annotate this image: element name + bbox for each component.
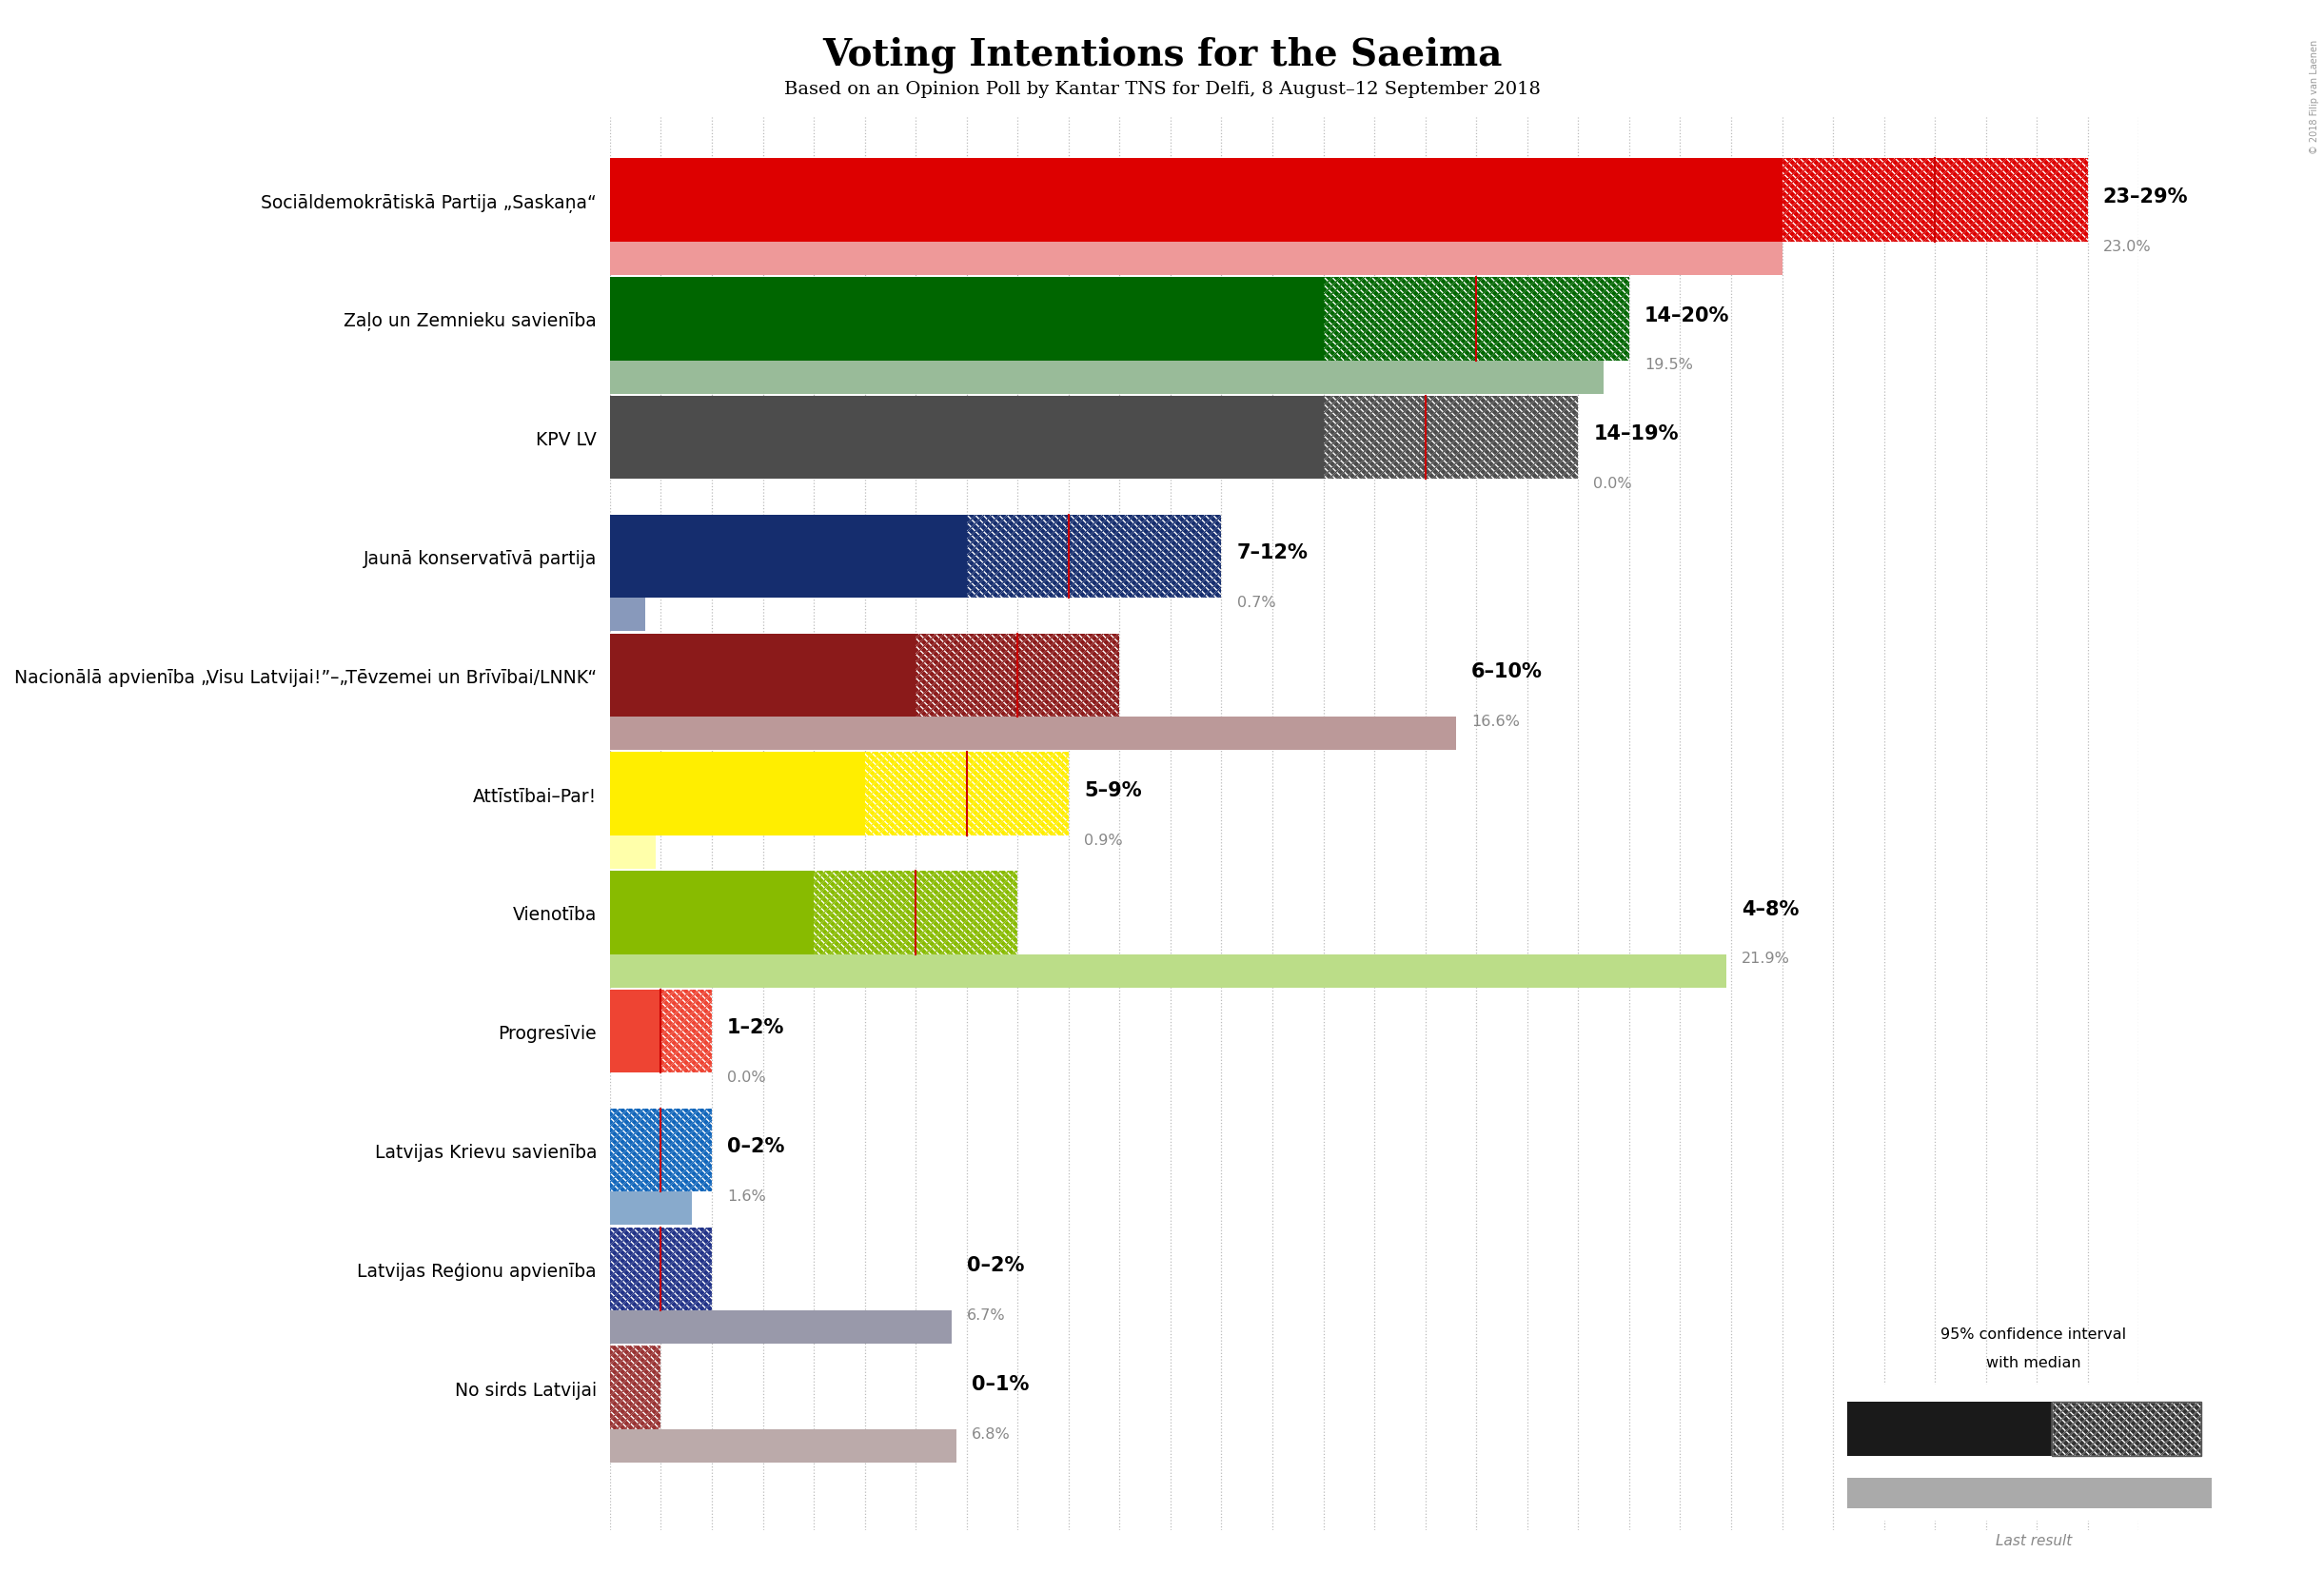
Bar (609, 396, 1322, 479)
Bar (609, 990, 660, 1073)
Text: 14–20%: 14–20% (1645, 306, 1729, 325)
Bar (967, 516, 1222, 599)
Text: 0–1%: 0–1% (971, 1374, 1030, 1393)
Bar (865, 753, 1069, 836)
Bar (609, 599, 646, 632)
Text: 1.6%: 1.6% (727, 1189, 767, 1204)
Text: 21.9%: 21.9% (1741, 952, 1789, 966)
Bar (2052, 1403, 2201, 1457)
Bar (2052, 1403, 2201, 1457)
Bar (1848, 1403, 2052, 1457)
Text: 6–10%: 6–10% (1471, 662, 1543, 681)
Bar (609, 954, 1727, 987)
Text: 23.0%: 23.0% (2103, 239, 2152, 253)
Text: 6.7%: 6.7% (967, 1307, 1006, 1321)
Bar (916, 634, 1120, 716)
Bar (660, 990, 711, 1073)
Bar (660, 990, 711, 1073)
Text: 0.9%: 0.9% (1083, 833, 1122, 847)
Bar (609, 634, 916, 716)
Bar (865, 753, 1069, 836)
Bar (1322, 279, 1629, 361)
Bar (916, 634, 1120, 716)
Text: 4–8%: 4–8% (1741, 899, 1799, 919)
Bar (609, 1345, 660, 1430)
Text: 7–12%: 7–12% (1236, 543, 1308, 562)
Text: 6.8%: 6.8% (971, 1426, 1011, 1441)
Bar (1322, 396, 1578, 479)
Bar (609, 516, 967, 599)
Bar (916, 634, 1120, 716)
Bar (609, 279, 1322, 361)
Bar (609, 1227, 711, 1310)
Bar (609, 716, 1455, 750)
Bar (609, 753, 865, 836)
Text: 23–29%: 23–29% (2103, 188, 2189, 207)
Text: 16.6%: 16.6% (1471, 715, 1520, 728)
Bar (609, 1227, 711, 1310)
Text: © 2018 Filip van Laenen: © 2018 Filip van Laenen (2310, 40, 2319, 154)
Bar (609, 1108, 711, 1192)
Bar (609, 1192, 693, 1224)
Bar (813, 871, 1018, 954)
Text: 0–2%: 0–2% (727, 1137, 786, 1156)
Text: 5–9%: 5–9% (1083, 780, 1141, 799)
Bar (609, 871, 813, 954)
Text: 0.7%: 0.7% (1236, 595, 1276, 610)
Bar (609, 159, 1783, 242)
Bar (609, 1345, 660, 1430)
Bar (609, 836, 655, 869)
Bar (813, 871, 1018, 954)
Bar (609, 1108, 711, 1192)
Bar (967, 516, 1222, 599)
Text: 95% confidence interval: 95% confidence interval (1941, 1326, 2126, 1340)
Text: 19.5%: 19.5% (1645, 358, 1692, 373)
Bar (609, 1310, 951, 1344)
Bar (609, 1227, 711, 1310)
Bar (1848, 1477, 2212, 1509)
Bar (609, 242, 1783, 275)
Text: Last result: Last result (1996, 1533, 2071, 1547)
Bar (609, 1108, 711, 1192)
Text: 0–2%: 0–2% (967, 1254, 1025, 1274)
Bar (1783, 159, 2087, 242)
Text: with median: with median (1987, 1355, 2080, 1369)
Bar (1322, 279, 1629, 361)
Bar (1322, 396, 1578, 479)
Text: 14–19%: 14–19% (1594, 425, 1678, 444)
Text: 1–2%: 1–2% (727, 1017, 786, 1036)
Bar (609, 361, 1604, 395)
Text: 0.0%: 0.0% (1594, 476, 1631, 490)
Bar (1783, 159, 2087, 242)
Bar (660, 990, 711, 1073)
Text: 0.0%: 0.0% (727, 1070, 767, 1084)
Text: Based on an Opinion Poll by Kantar TNS for Delfi, 8 August–12 September 2018: Based on an Opinion Poll by Kantar TNS f… (783, 81, 1541, 99)
Text: Voting Intentions for the Saeima: Voting Intentions for the Saeima (823, 37, 1501, 73)
Bar (609, 1430, 957, 1463)
Bar (967, 516, 1222, 599)
Bar (813, 871, 1018, 954)
Bar (1783, 159, 2087, 242)
Bar (865, 753, 1069, 836)
Bar (609, 1345, 660, 1430)
Bar (1322, 396, 1578, 479)
Bar (1322, 279, 1629, 361)
